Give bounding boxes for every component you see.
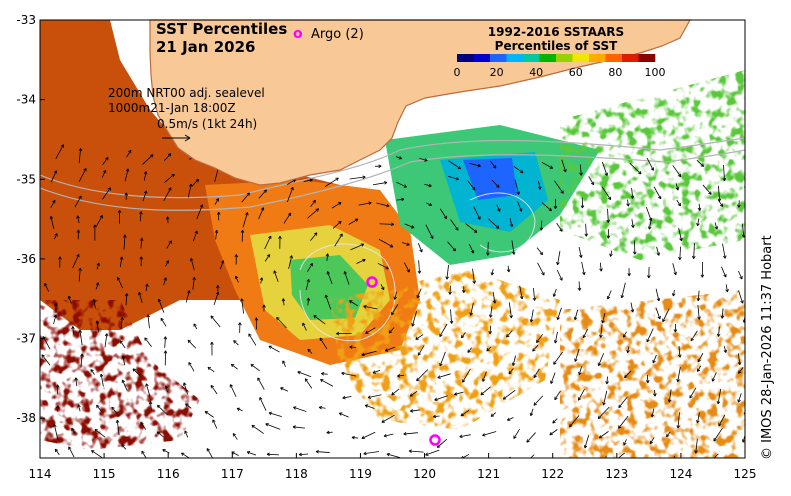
current-vector (700, 459, 703, 465)
current-vector (488, 242, 489, 255)
x-tick-label: 124 (669, 467, 692, 481)
current-vector (478, 460, 492, 463)
y-tick-label: -38 (16, 411, 36, 425)
argo-label: Argo (2) (311, 27, 364, 42)
x-tick-label: 115 (93, 467, 116, 481)
y-tick-label: -35 (16, 172, 36, 186)
current-vector-head (700, 462, 703, 465)
current-vector-head (498, 462, 501, 465)
sst-field-southeast-patches (560, 290, 745, 458)
legend-colorbar (457, 54, 655, 62)
current-vector-head (748, 340, 751, 343)
x-tick-label: 114 (29, 467, 52, 481)
current-vector-head (748, 253, 751, 256)
y-tick-label: -37 (16, 332, 36, 346)
current-vector (745, 165, 748, 170)
legend-tick-label: 0 (454, 66, 461, 79)
legend-color-swatch (507, 54, 524, 62)
x-tick-label: 125 (734, 467, 757, 481)
legend-color-swatch (474, 54, 491, 62)
annotation-scale: 0.5m/s (1kt 24h) (157, 117, 257, 131)
legend-color-swatch (556, 54, 573, 62)
map-date: 21 Jan 2026 (156, 38, 255, 56)
y-tick-label: -33 (16, 13, 36, 27)
copyright-credit: © IMOS 28-Jan-2026 11:37 Hobart (760, 140, 780, 460)
current-vector (380, 224, 394, 225)
x-tick-label: 119 (349, 467, 372, 481)
current-vector (349, 460, 358, 462)
current-vector (749, 248, 750, 256)
y-tick-label: -34 (16, 93, 36, 107)
legend-color-swatch (639, 54, 656, 62)
legend-tick-label: 60 (569, 66, 583, 79)
current-vector-head (615, 458, 618, 461)
x-tick-label: 120 (413, 467, 436, 481)
current-vector (646, 459, 654, 466)
x-tick-label: 121 (477, 467, 500, 481)
annotation-isobath-1000: 1000m21-Jan 18:00Z (108, 101, 236, 115)
current-vector-head (555, 459, 558, 462)
argo-marker-icon: o (293, 26, 303, 42)
plot-area: 1992-2016 SSTAARS Percentiles of SST 0 20… (40, 20, 751, 469)
legend-tick-label: 40 (529, 66, 543, 79)
legend-tick-label: 100 (645, 66, 666, 79)
current-vector (569, 458, 578, 464)
legend-tick-label: 20 (490, 66, 504, 79)
legend-color-swatch (540, 54, 557, 62)
current-vector-head (646, 463, 649, 466)
legend-color-swatch (490, 54, 507, 62)
current-vector-head (569, 462, 572, 465)
current-vector-head (708, 461, 711, 464)
current-vector-head (478, 461, 481, 464)
current-vector-head (349, 460, 352, 463)
legend-subtitle: Percentiles of SST (495, 39, 618, 53)
legend-color-swatch (606, 54, 623, 62)
annotation-isobath-200: 200m NRT00 adj. sealevel (108, 86, 265, 100)
legend-tick-label: 80 (608, 66, 622, 79)
y-tick-label: -36 (16, 252, 36, 266)
legend-color-swatch (589, 54, 606, 62)
current-vector-head (745, 168, 748, 171)
x-tick-label: 117 (221, 467, 244, 481)
legend-color-swatch (573, 54, 590, 62)
x-tick-label: 116 (157, 467, 180, 481)
legend-color-swatch (523, 54, 540, 62)
x-tick-label: 123 (605, 467, 628, 481)
current-vector-head (745, 190, 748, 193)
legend-title: 1992-2016 SSTAARS (488, 25, 624, 39)
legend-color-swatch (622, 54, 639, 62)
x-tick-label: 122 (541, 467, 564, 481)
legend-color-swatch (457, 54, 474, 62)
current-vector-head (603, 461, 606, 464)
x-tick-label: 118 (285, 467, 308, 481)
map-title: SST Percentiles (156, 20, 287, 38)
current-vector-head (526, 460, 529, 463)
